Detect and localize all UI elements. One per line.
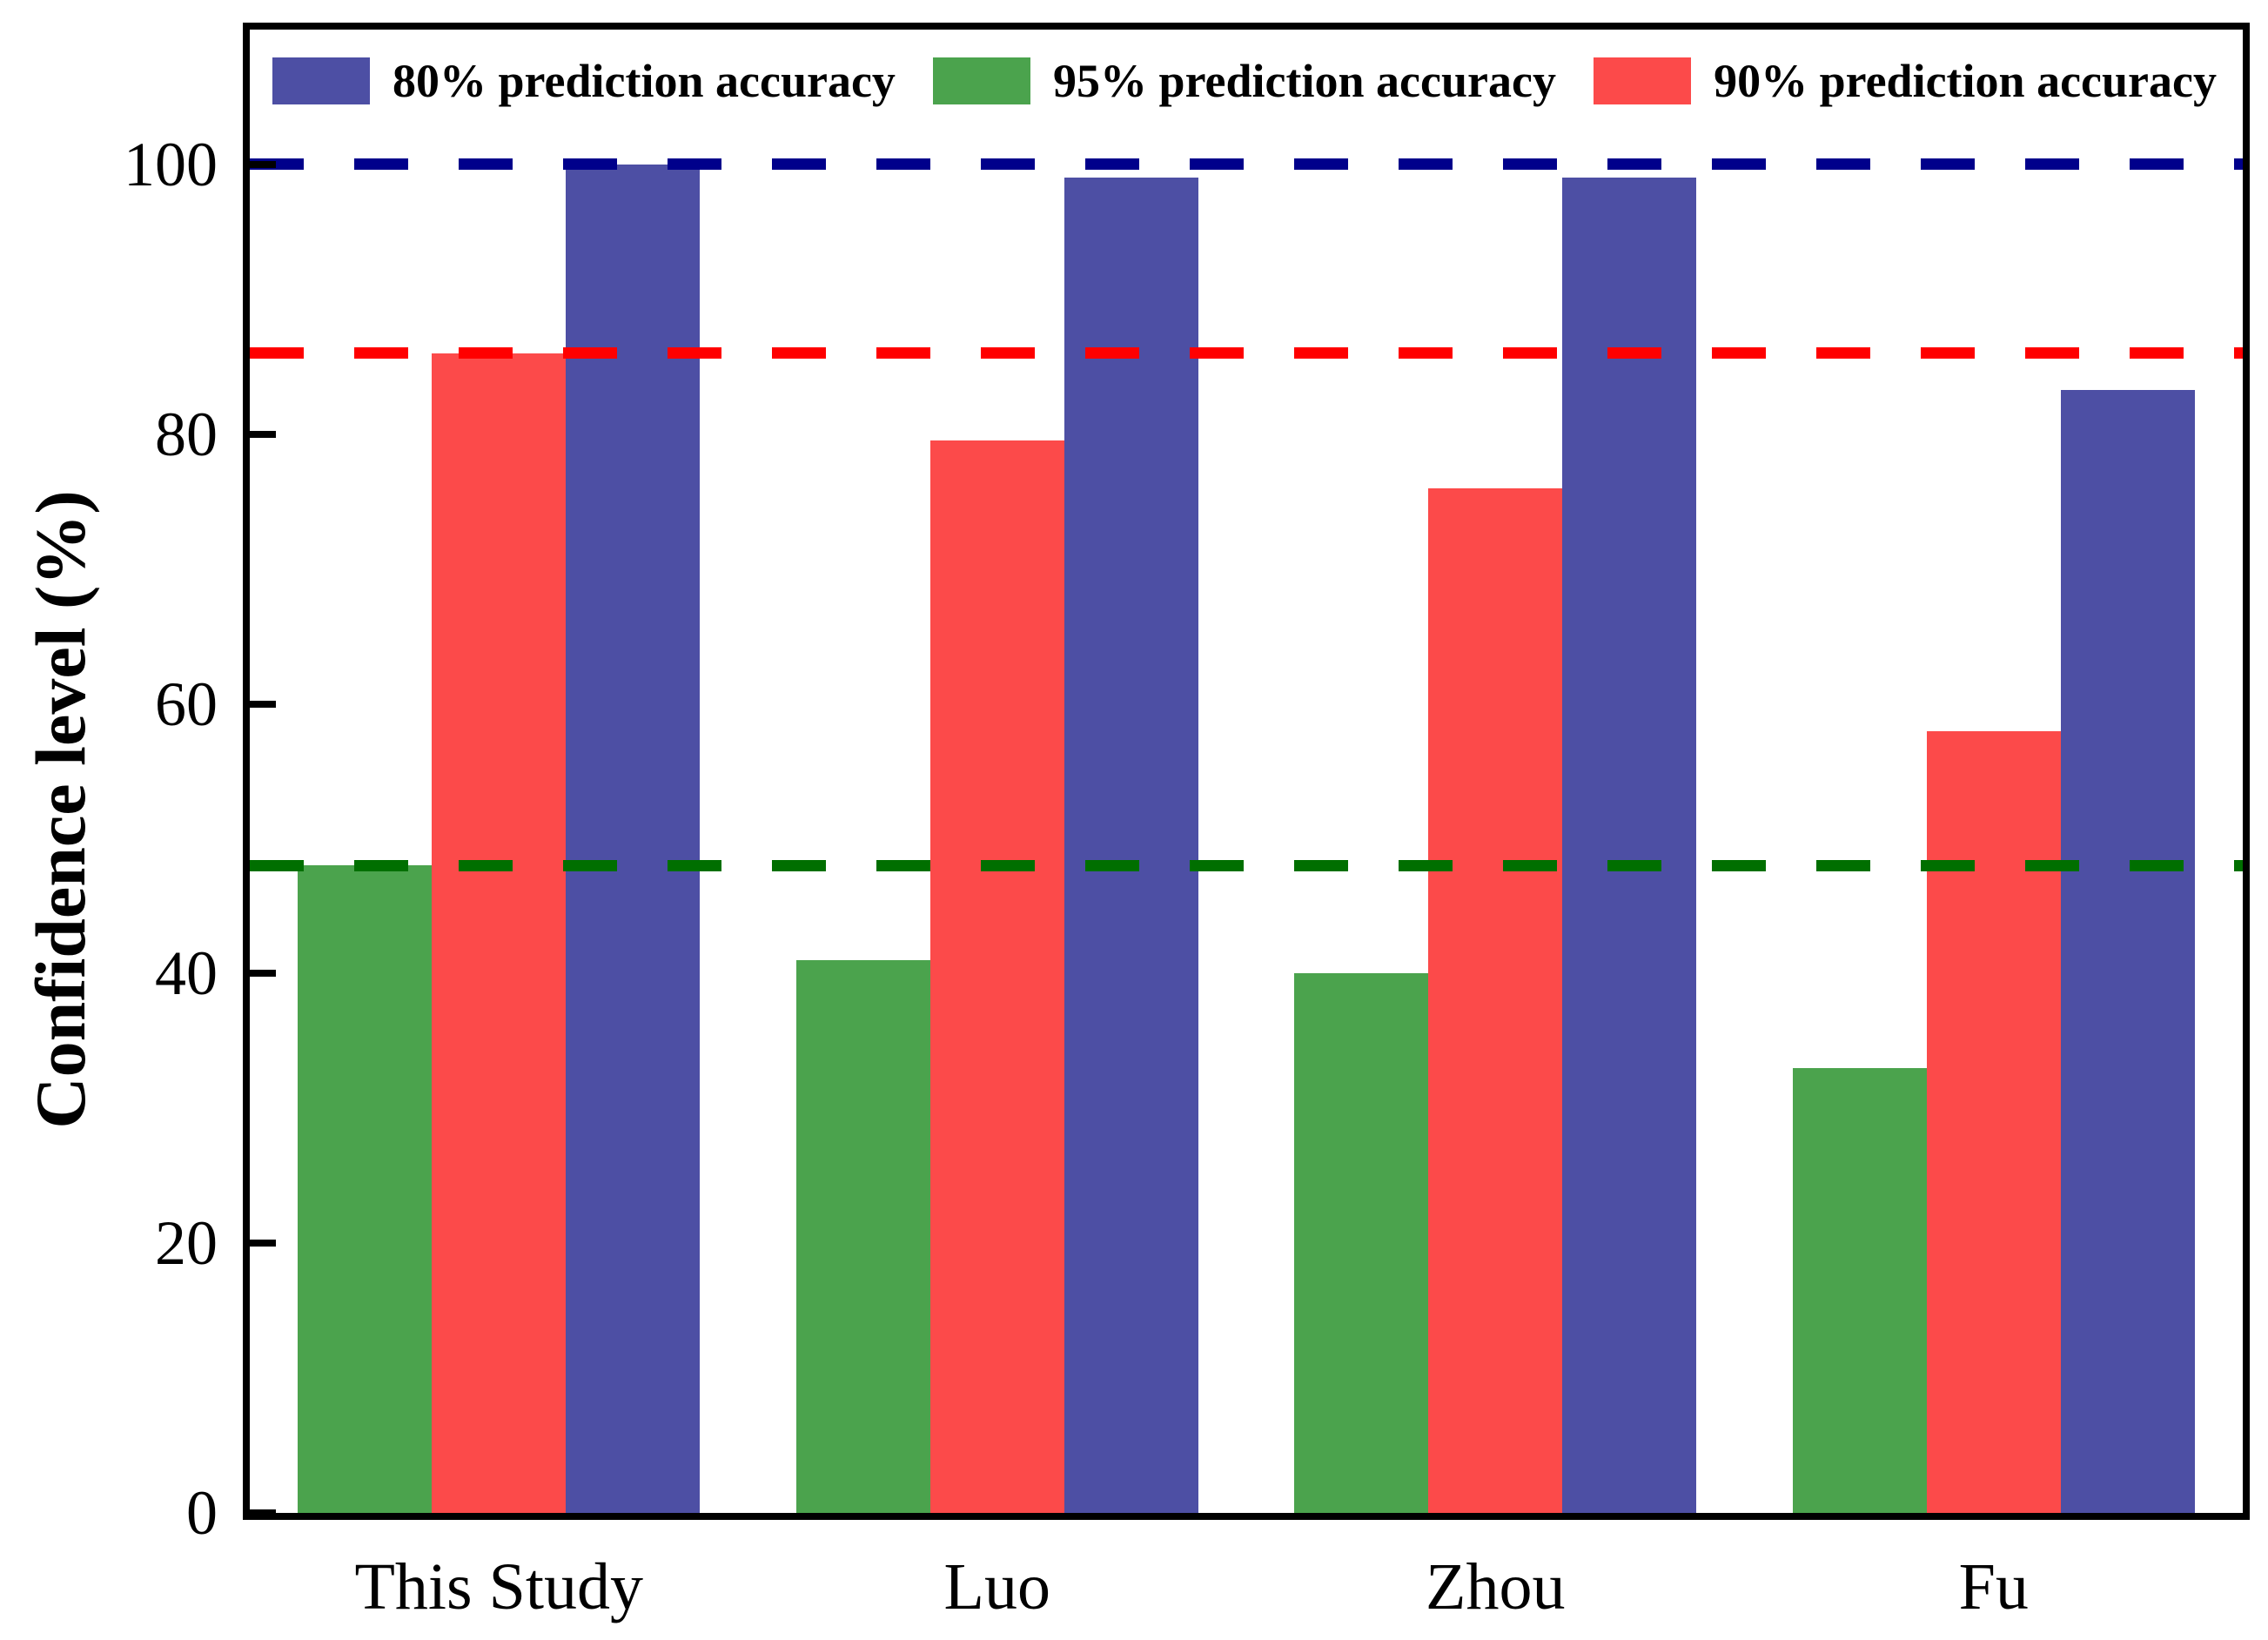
x-tick-label-fu: Fu [1958,1550,2029,1623]
legend-item-95: 95% prediction accuracy [933,56,1556,106]
bar-90-prediction-accuracy-luo [929,440,1064,1513]
bar-80-prediction-accuracy-luo [1064,178,1198,1513]
y-tick-label-100: 100 [124,129,218,199]
reference-line-80-prediction-accuracy [250,158,2243,171]
y-tick-mark-40 [250,970,276,978]
bar-80-prediction-accuracy-this-study [566,164,701,1513]
y-tick-label-0: 0 [186,1478,218,1548]
bar-95-prediction-accuracy-this-study [298,865,433,1513]
bar-90-prediction-accuracy-this-study [432,353,567,1513]
reference-line-95-prediction-accuracy [250,859,2243,871]
legend-label-90: 90% prediction accuracy [1714,55,2217,107]
x-tick-label-luo: Luo [943,1550,1050,1623]
y-tick-label-80: 80 [155,399,218,469]
plot-area: 80% prediction accuracy 95% prediction a… [124,23,2250,1623]
bar-80-prediction-accuracy-zhou [1562,178,1697,1513]
y-tick-mark-100 [250,160,276,168]
y-tick-mark-0 [250,1509,276,1516]
bar-90-prediction-accuracy-zhou [1428,487,1563,1513]
legend-label-80: 80% prediction accuracy [393,55,896,107]
legend-swatch-red [1594,57,1692,104]
bar-80-prediction-accuracy-fu [2060,389,2195,1513]
legend: 80% prediction accuracy 95% prediction a… [272,56,2217,106]
x-tick-label-this-study: This Study [354,1550,644,1623]
y-tick-label-20: 20 [155,1208,218,1279]
reference-line-90-prediction-accuracy [250,347,2243,360]
bar-95-prediction-accuracy-fu [1792,1067,1927,1513]
y-tick-mark-20 [250,1240,276,1247]
y-tick-mark-80 [250,430,276,438]
y-axis-label: Confidence level (%) [21,490,100,1129]
y-tick-mark-60 [250,700,276,708]
legend-label-95: 95% prediction accuracy [1053,55,1556,107]
bar-95-prediction-accuracy-luo [795,959,930,1513]
x-tick-label-zhou: Zhou [1426,1550,1566,1623]
bar-90-prediction-accuracy-fu [1926,730,2061,1513]
legend-item-80: 80% prediction accuracy [272,56,896,106]
bar-95-prediction-accuracy-zhou [1294,973,1429,1513]
y-tick-label-40: 40 [155,938,218,1009]
legend-item-90: 90% prediction accuracy [1594,56,2217,106]
legend-swatch-blue [272,57,370,104]
legend-swatch-green [933,57,1031,104]
y-tick-label-60: 60 [155,669,218,739]
